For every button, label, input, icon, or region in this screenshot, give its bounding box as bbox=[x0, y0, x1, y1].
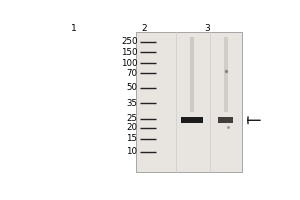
Text: 1: 1 bbox=[71, 24, 76, 33]
Bar bbox=[224, 37, 228, 112]
Text: 15: 15 bbox=[127, 134, 137, 143]
Text: 250: 250 bbox=[121, 37, 137, 46]
Text: 2: 2 bbox=[142, 24, 147, 33]
Text: 50: 50 bbox=[127, 83, 137, 92]
Text: 150: 150 bbox=[121, 48, 137, 57]
Text: 3: 3 bbox=[204, 24, 210, 33]
Bar bbox=[181, 117, 203, 123]
Text: 25: 25 bbox=[127, 114, 137, 123]
Bar bbox=[190, 37, 194, 112]
Bar bbox=[136, 32, 242, 172]
Text: 70: 70 bbox=[127, 69, 137, 78]
Text: 35: 35 bbox=[127, 99, 137, 108]
Text: 10: 10 bbox=[127, 147, 137, 156]
Text: 100: 100 bbox=[121, 59, 137, 68]
Bar bbox=[218, 117, 233, 123]
Text: 20: 20 bbox=[127, 123, 137, 132]
